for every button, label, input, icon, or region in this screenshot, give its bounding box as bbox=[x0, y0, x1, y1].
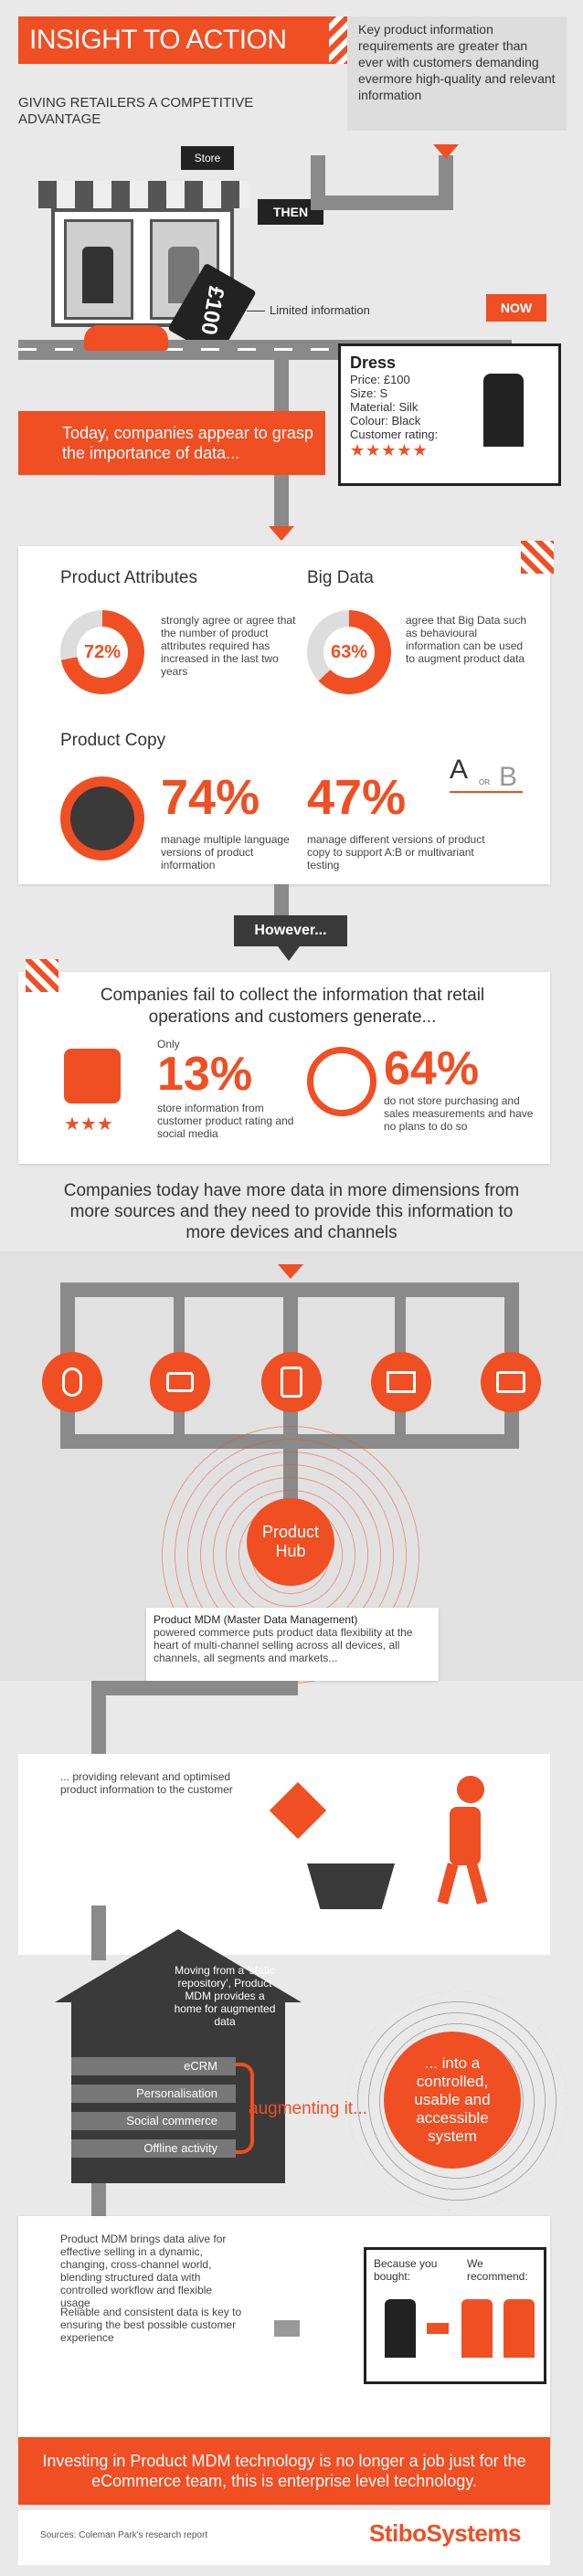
product-hub: Product Hub bbox=[247, 1498, 334, 1586]
arrow-right-icon bbox=[274, 2320, 300, 2337]
bottom-text1: Product MDM brings data alive for effect… bbox=[60, 2233, 227, 2309]
fail-text2: do not store purchasing and sales measur… bbox=[384, 1094, 534, 1133]
page-subtitle: GIVING RETAILERS A COMPETITIVE ADVANTAGE bbox=[18, 95, 254, 127]
augment-item-personalisation: Personalisation bbox=[71, 2085, 236, 2103]
store-sign: Store bbox=[181, 146, 234, 170]
augment-bracket bbox=[236, 2063, 254, 2154]
book-icon bbox=[371, 1352, 431, 1412]
person-icon bbox=[424, 1776, 493, 1905]
fail-pct2: 64% bbox=[384, 1042, 480, 1095]
store-awning bbox=[38, 181, 249, 208]
controlled-system: ... into a controlled, usable and access… bbox=[384, 2032, 521, 2169]
road-segment bbox=[274, 884, 289, 921]
sources: Sources: Coleman Park's research report bbox=[40, 2530, 208, 2540]
dress-line: Price: £100 bbox=[350, 373, 410, 386]
title-checker bbox=[329, 16, 347, 64]
however-label: However... bbox=[234, 915, 347, 946]
tablet-icon bbox=[261, 1352, 322, 1412]
recommend-box: Because you bought: We recommend: bbox=[364, 2247, 546, 2384]
copy2-pct: 47% bbox=[307, 770, 407, 825]
monitor-icon bbox=[481, 1352, 541, 1412]
limited-info-label: Limited information bbox=[270, 303, 370, 317]
globe-icon bbox=[60, 776, 144, 860]
thumbs-up-icon bbox=[64, 1049, 121, 1103]
road-segment bbox=[91, 1681, 298, 1695]
fail-only: Only bbox=[157, 1038, 180, 1050]
road-stripes bbox=[18, 348, 512, 351]
video-icon bbox=[150, 1352, 210, 1412]
title-banner: INSIGHT TO ACTION bbox=[18, 16, 329, 64]
rating-stars: ★★★★★ bbox=[350, 441, 429, 459]
dress-line: Colour: Black bbox=[350, 414, 421, 428]
augment-item-offline: Offline activity bbox=[71, 2139, 236, 2158]
dress-line: Customer rating: bbox=[350, 428, 439, 441]
arrow-down-icon bbox=[269, 526, 294, 541]
now-label: NOW bbox=[486, 294, 546, 322]
floppy-disk-icon bbox=[307, 1047, 376, 1116]
car-icon bbox=[84, 325, 168, 351]
donut-hole: 72% bbox=[77, 627, 128, 678]
attributes-text: strongly agree or agree that the number … bbox=[161, 614, 296, 678]
dress-icon bbox=[385, 2299, 416, 2358]
footer-bar bbox=[18, 2510, 550, 2565]
ab-test-icon: A OR B bbox=[446, 755, 528, 806]
bigdata-text: agree that Big Data such as behavioural … bbox=[406, 614, 527, 665]
store-label: Store bbox=[194, 152, 221, 164]
augment-item-social: Social commerce bbox=[71, 2112, 236, 2130]
footer-banner: Investing in Product MDM technology is n… bbox=[18, 2437, 550, 2505]
road-segment bbox=[91, 2183, 106, 2220]
attributes-title: Product Attributes bbox=[60, 568, 197, 587]
copy2-text: manage different versions of product cop… bbox=[307, 833, 485, 871]
arrow-down-icon bbox=[278, 1264, 303, 1279]
today-banner: Today, companies appear to grasp the imp… bbox=[18, 411, 325, 475]
fail-text1: store information from customer product … bbox=[157, 1102, 294, 1140]
dimensions-text: Companies today have more data in more d… bbox=[63, 1181, 520, 1242]
road-upper bbox=[311, 195, 452, 210]
copy1-text: manage multiple language versions of pro… bbox=[161, 833, 290, 871]
copy-title: Product Copy bbox=[60, 731, 166, 750]
fail-pct1: 13% bbox=[157, 1048, 253, 1101]
corner-checker bbox=[26, 959, 58, 992]
dress-icon bbox=[483, 374, 524, 447]
house-text: Moving from a 'static repository', Produ… bbox=[174, 1964, 276, 2028]
price-tag-label: £100 bbox=[196, 284, 229, 337]
dress-icon bbox=[461, 2299, 493, 2358]
dress-card: Dress Price: £100 Size: S Material: Silk… bbox=[338, 343, 561, 486]
attributes-pct: 72% bbox=[83, 641, 122, 662]
dress-line: Size: S bbox=[350, 386, 388, 400]
donut-hole: 63% bbox=[323, 627, 375, 678]
intro-text: Key product information requirements are… bbox=[358, 22, 556, 102]
fail-title: Companies fail to collect the informatio… bbox=[100, 986, 485, 1027]
page-title: INSIGHT TO ACTION bbox=[29, 25, 287, 55]
augment-item-ecrm: eCRM bbox=[71, 2057, 236, 2075]
arrow-down-icon bbox=[433, 144, 459, 159]
brand-logo: StiboSystems bbox=[369, 2519, 521, 2547]
road-upper bbox=[439, 155, 453, 210]
mdm-card: Product MDM (Master Data Management) pow… bbox=[146, 1608, 439, 1681]
road-segment bbox=[91, 1906, 106, 1960]
mdm-text: powered commerce puts product data flexi… bbox=[154, 1626, 413, 1664]
dress-icon bbox=[82, 247, 113, 303]
rating-stars: ★★★ bbox=[64, 1114, 113, 1135]
intro-box: Key product information requirements are… bbox=[347, 16, 567, 131]
copy1-pct: 74% bbox=[161, 770, 260, 825]
mdm-title: Product MDM (Master Data Management) bbox=[154, 1613, 358, 1626]
dress-card-title: Dress bbox=[350, 354, 397, 372]
bottom-text2: Reliable and consistent data is key to e… bbox=[60, 2306, 242, 2344]
road-segment bbox=[274, 475, 289, 530]
shopping-cart-icon bbox=[307, 1863, 395, 1909]
dress-icon bbox=[504, 2299, 535, 2358]
arrow-down-icon bbox=[278, 946, 300, 961]
bigdata-pct: 63% bbox=[330, 641, 368, 662]
corner-checker bbox=[521, 541, 554, 574]
mouse-icon bbox=[42, 1352, 102, 1412]
bigdata-title: Big Data bbox=[307, 568, 374, 587]
providing-text: ... providing relevant and optimised pro… bbox=[60, 1770, 233, 1796]
arrow-right-icon bbox=[427, 2323, 449, 2334]
dress-line: Material: Silk bbox=[350, 400, 419, 414]
augmenting-label: augmenting it... bbox=[249, 2099, 367, 2118]
road-segment bbox=[91, 1681, 106, 1754]
